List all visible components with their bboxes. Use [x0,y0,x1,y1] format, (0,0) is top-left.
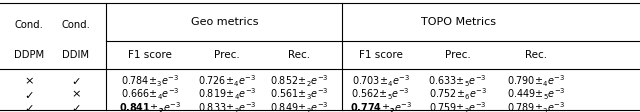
Text: $0.703\!\pm\!_{4}e^{-3}$: $0.703\!\pm\!_{4}e^{-3}$ [352,73,410,89]
Text: $0.852\!\pm\!_{2}e^{-3}$: $0.852\!\pm\!_{2}e^{-3}$ [270,73,329,89]
Text: F1 score: F1 score [359,50,403,60]
Text: TOPO Metrics: TOPO Metrics [421,17,496,27]
Text: $0.633\!\pm\!_{5}e^{-3}$: $0.633\!\pm\!_{5}e^{-3}$ [428,73,487,89]
Text: $0.790\!\pm\!_{4}e^{-3}$: $0.790\!\pm\!_{4}e^{-3}$ [508,73,565,89]
Text: Cond.: Cond. [61,20,90,30]
Text: Rec.: Rec. [289,50,310,60]
Text: Cond.: Cond. [14,20,44,30]
Text: $\times$: $\times$ [70,89,81,100]
Text: $0.726\!\pm\!_{4}e^{-3}$: $0.726\!\pm\!_{4}e^{-3}$ [198,73,256,89]
Text: $\mathbf{0.774}\!\pm\!_{\mathbf{2}}e^{-3}$: $\mathbf{0.774}\!\pm\!_{\mathbf{2}}e^{-3… [349,100,412,112]
Text: $0.666\!\pm\!_{4}e^{-3}$: $0.666\!\pm\!_{4}e^{-3}$ [121,87,180,102]
Text: $\checkmark$: $\checkmark$ [24,103,33,112]
Text: $0.449\!\pm\!_{5}e^{-3}$: $0.449\!\pm\!_{5}e^{-3}$ [507,87,566,102]
Text: Rec.: Rec. [525,50,547,60]
Text: $0.784\!\pm\!_{3}e^{-3}$: $0.784\!\pm\!_{3}e^{-3}$ [122,73,179,89]
Text: $0.819\!\pm\!_{4}e^{-3}$: $0.819\!\pm\!_{4}e^{-3}$ [198,87,257,102]
Text: Prec.: Prec. [445,50,470,60]
Text: $0.759\!\pm\!_{2}e^{-3}$: $0.759\!\pm\!_{2}e^{-3}$ [429,100,486,112]
Text: $\mathbf{0.841}\!\pm\!_{\mathbf{2}}e^{-3}$: $\mathbf{0.841}\!\pm\!_{\mathbf{2}}e^{-3… [120,100,181,112]
Text: $0.752\!\pm\!_{6}e^{-3}$: $0.752\!\pm\!_{6}e^{-3}$ [429,87,486,102]
Text: DDIM: DDIM [62,50,89,60]
Text: $\checkmark$: $\checkmark$ [71,76,80,86]
Text: $0.789\!\pm\!_{3}e^{-3}$: $0.789\!\pm\!_{3}e^{-3}$ [508,100,565,112]
Text: $\checkmark$: $\checkmark$ [71,103,80,112]
Text: Prec.: Prec. [214,50,240,60]
Text: F1 score: F1 score [129,50,172,60]
Text: $0.833\!\pm\!_{2}e^{-3}$: $0.833\!\pm\!_{2}e^{-3}$ [198,100,257,112]
Text: $\times$: $\times$ [24,76,34,86]
Text: Geo metrics: Geo metrics [191,17,259,27]
Text: $0.562\!\pm\!_{5}e^{-3}$: $0.562\!\pm\!_{5}e^{-3}$ [351,87,410,102]
Text: DDPM: DDPM [13,50,44,60]
Text: $0.561\!\pm\!_{3}e^{-3}$: $0.561\!\pm\!_{3}e^{-3}$ [270,87,329,102]
Text: $\checkmark$: $\checkmark$ [24,90,33,100]
Text: $0.849\!\pm\!_{2}e^{-3}$: $0.849\!\pm\!_{2}e^{-3}$ [270,100,329,112]
